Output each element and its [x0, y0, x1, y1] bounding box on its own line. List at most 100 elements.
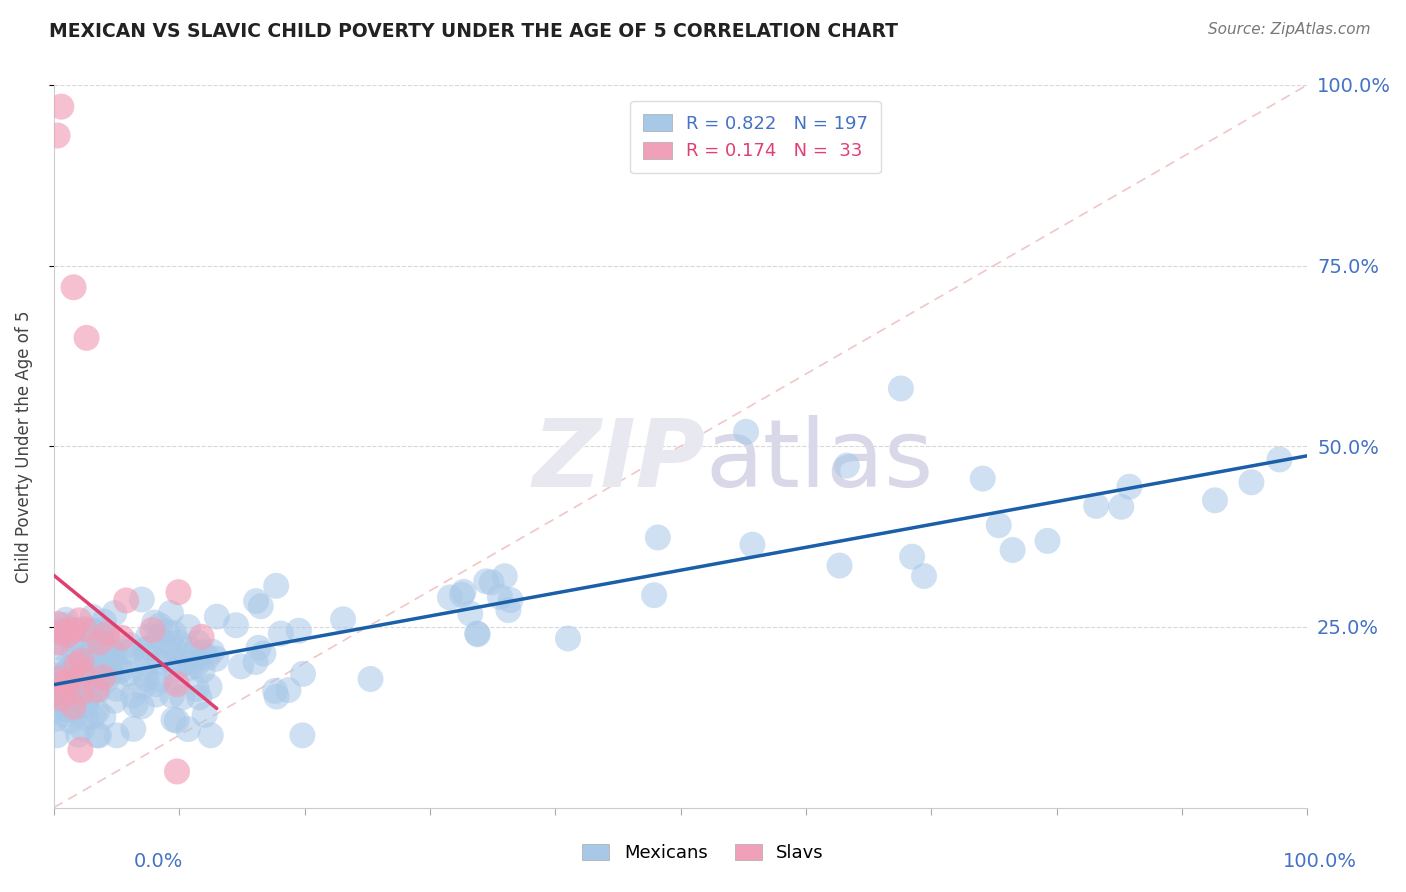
Point — [987, 518, 1010, 533]
Point — [264, 684, 287, 698]
Point — [114, 645, 136, 659]
Point — [131, 680, 153, 694]
Point — [77, 690, 100, 705]
Y-axis label: Child Poverty Under the Age of 5: Child Poverty Under the Age of 5 — [15, 310, 32, 582]
Point — [191, 664, 214, 678]
Text: ZIP: ZIP — [533, 415, 706, 507]
Point — [67, 728, 90, 742]
Point — [77, 631, 100, 645]
Point — [177, 620, 200, 634]
Point — [80, 623, 103, 637]
Point — [131, 592, 153, 607]
Point — [162, 713, 184, 727]
Point — [52, 672, 75, 686]
Point — [87, 662, 110, 676]
Point — [141, 623, 163, 637]
Point — [186, 681, 208, 696]
Point — [100, 665, 122, 680]
Point — [156, 644, 179, 658]
Text: 0.0%: 0.0% — [134, 852, 183, 871]
Point — [53, 666, 76, 681]
Point — [200, 728, 222, 742]
Point — [96, 673, 118, 687]
Point — [890, 381, 912, 395]
Point — [77, 655, 100, 669]
Point — [100, 643, 122, 657]
Legend: Mexicans, Slavs: Mexicans, Slavs — [575, 837, 831, 870]
Point — [65, 657, 87, 672]
Point — [49, 680, 72, 694]
Point — [162, 641, 184, 656]
Point — [72, 662, 94, 676]
Point — [229, 659, 252, 673]
Point — [453, 585, 475, 599]
Point — [270, 626, 292, 640]
Point — [972, 472, 994, 486]
Point — [148, 672, 170, 686]
Point — [98, 654, 121, 668]
Point — [65, 662, 87, 676]
Point — [59, 714, 82, 728]
Point — [828, 558, 851, 573]
Point — [62, 680, 84, 694]
Point — [177, 722, 200, 736]
Point — [465, 626, 488, 640]
Point — [56, 675, 79, 690]
Point — [82, 610, 104, 624]
Point — [136, 630, 159, 644]
Text: 100.0%: 100.0% — [1282, 852, 1357, 871]
Point — [48, 673, 70, 688]
Point — [467, 627, 489, 641]
Point — [80, 681, 103, 696]
Point — [44, 703, 66, 717]
Point — [46, 128, 69, 143]
Point — [56, 628, 79, 642]
Text: MEXICAN VS SLAVIC CHILD POVERTY UNDER THE AGE OF 5 CORRELATION CHART: MEXICAN VS SLAVIC CHILD POVERTY UNDER TH… — [49, 22, 898, 41]
Point — [93, 710, 115, 724]
Point — [75, 711, 97, 725]
Point — [45, 728, 67, 742]
Point — [179, 642, 201, 657]
Point — [86, 704, 108, 718]
Point — [59, 659, 82, 673]
Point — [48, 701, 70, 715]
Point — [51, 641, 73, 656]
Point — [458, 607, 481, 621]
Point — [149, 618, 172, 632]
Point — [98, 663, 121, 677]
Point — [63, 623, 86, 637]
Point — [160, 606, 183, 620]
Point — [69, 668, 91, 682]
Point — [53, 660, 76, 674]
Point — [475, 574, 498, 589]
Point — [65, 700, 87, 714]
Point — [439, 591, 461, 605]
Point — [131, 699, 153, 714]
Point — [60, 703, 83, 717]
Point — [135, 657, 157, 671]
Point — [166, 764, 188, 779]
Point — [167, 585, 190, 599]
Point — [108, 664, 131, 678]
Point — [184, 658, 207, 673]
Point — [67, 613, 90, 627]
Point — [90, 630, 112, 644]
Point — [98, 654, 121, 668]
Point — [93, 666, 115, 681]
Point — [45, 686, 67, 700]
Point — [56, 623, 79, 637]
Point — [139, 640, 162, 655]
Point — [156, 624, 179, 639]
Point — [160, 689, 183, 703]
Point — [145, 677, 167, 691]
Point — [73, 623, 96, 637]
Point — [53, 636, 76, 650]
Point — [166, 714, 188, 728]
Point — [89, 635, 111, 649]
Point — [51, 691, 73, 706]
Point — [198, 680, 221, 694]
Point — [1036, 533, 1059, 548]
Point — [104, 694, 127, 708]
Legend: R = 0.822   N = 197, R = 0.174   N =  33: R = 0.822 N = 197, R = 0.174 N = 33 — [630, 101, 882, 173]
Point — [48, 671, 70, 685]
